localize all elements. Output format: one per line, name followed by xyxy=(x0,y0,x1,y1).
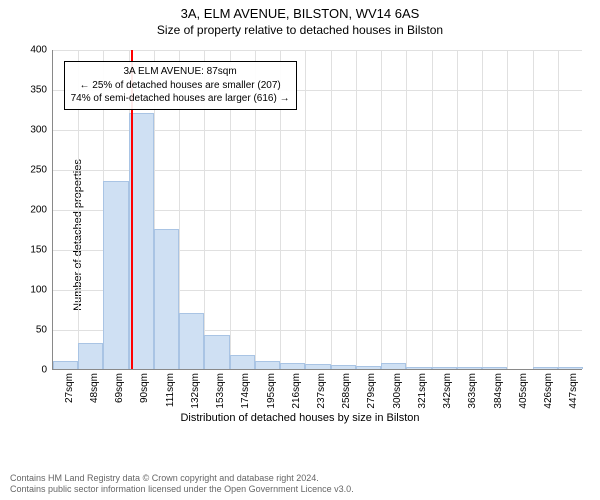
x-tick-label: 48sqm xyxy=(89,373,100,403)
x-axis-label: Distribution of detached houses by size … xyxy=(0,412,600,424)
footer-line-1: Contains HM Land Registry data © Crown c… xyxy=(10,473,590,485)
x-tick-label: 384sqm xyxy=(493,373,504,409)
x-tick-label: 300sqm xyxy=(392,373,403,409)
y-tick-label: 50 xyxy=(36,325,53,336)
plot-area: 05010015020025030035040027sqm48sqm69sqm9… xyxy=(52,50,582,370)
gridline-v xyxy=(432,50,433,369)
x-tick-label: 216sqm xyxy=(291,373,302,409)
histogram-bar xyxy=(406,367,431,369)
footer-attribution: Contains HM Land Registry data © Crown c… xyxy=(10,473,590,496)
x-tick-label: 321sqm xyxy=(417,373,428,409)
histogram-bar xyxy=(179,313,204,369)
histogram-bar xyxy=(78,343,103,369)
x-tick-label: 153sqm xyxy=(215,373,226,409)
gridline-v xyxy=(305,50,306,369)
x-tick-label: 174sqm xyxy=(240,373,251,409)
histogram-bar xyxy=(558,367,583,369)
histogram-bar xyxy=(280,363,305,369)
x-tick-label: 447sqm xyxy=(568,373,579,409)
histogram-bar xyxy=(381,363,406,369)
histogram-bar xyxy=(230,355,255,369)
histogram-bar xyxy=(255,361,280,369)
y-tick-label: 150 xyxy=(30,245,53,256)
gridline-v xyxy=(507,50,508,369)
histogram-bar xyxy=(432,367,457,369)
histogram-bar xyxy=(356,366,381,369)
x-tick-label: 237sqm xyxy=(316,373,327,409)
gridline-v xyxy=(558,50,559,369)
histogram-bar xyxy=(482,367,507,369)
y-tick-label: 350 xyxy=(30,85,53,96)
x-tick-label: 69sqm xyxy=(114,373,125,403)
x-tick-label: 132sqm xyxy=(190,373,201,409)
histogram-bar xyxy=(533,367,558,369)
info-box-line: 74% of semi-detached houses are larger (… xyxy=(71,92,290,106)
gridline-v xyxy=(457,50,458,369)
gridline-v xyxy=(482,50,483,369)
x-tick-label: 363sqm xyxy=(467,373,478,409)
histogram-bar xyxy=(457,367,482,369)
y-tick-label: 300 xyxy=(30,125,53,136)
x-tick-label: 195sqm xyxy=(266,373,277,409)
gridline-v xyxy=(406,50,407,369)
gridline-v xyxy=(381,50,382,369)
info-box-line: ← 25% of detached houses are smaller (20… xyxy=(71,79,290,93)
histogram-bar xyxy=(154,229,179,369)
gridline-v xyxy=(331,50,332,369)
page-subtitle: Size of property relative to detached ho… xyxy=(0,21,600,37)
x-tick-label: 90sqm xyxy=(139,373,150,403)
y-tick-label: 100 xyxy=(30,285,53,296)
info-box-line: 3A ELM AVENUE: 87sqm xyxy=(71,65,290,79)
page-title: 3A, ELM AVENUE, BILSTON, WV14 6AS xyxy=(0,0,600,21)
y-tick-label: 250 xyxy=(30,165,53,176)
footer-line-2: Contains public sector information licen… xyxy=(10,484,590,496)
x-tick-label: 279sqm xyxy=(366,373,377,409)
x-tick-label: 258sqm xyxy=(341,373,352,409)
y-tick-label: 400 xyxy=(30,45,53,56)
histogram-bar xyxy=(305,364,330,369)
y-tick-label: 0 xyxy=(41,365,53,376)
x-tick-label: 111sqm xyxy=(165,373,176,407)
x-tick-label: 27sqm xyxy=(64,373,75,403)
chart-container: Number of detached properties 0501001502… xyxy=(0,40,600,430)
histogram-bar xyxy=(331,365,356,369)
x-tick-label: 426sqm xyxy=(543,373,554,409)
histogram-bar xyxy=(204,335,229,369)
histogram-bar xyxy=(53,361,78,369)
gridline-v xyxy=(356,50,357,369)
y-tick-label: 200 xyxy=(30,205,53,216)
x-tick-label: 405sqm xyxy=(518,373,529,409)
histogram-bar xyxy=(103,181,128,369)
gridline-v xyxy=(533,50,534,369)
info-box: 3A ELM AVENUE: 87sqm← 25% of detached ho… xyxy=(64,61,297,110)
x-tick-label: 342sqm xyxy=(442,373,453,409)
